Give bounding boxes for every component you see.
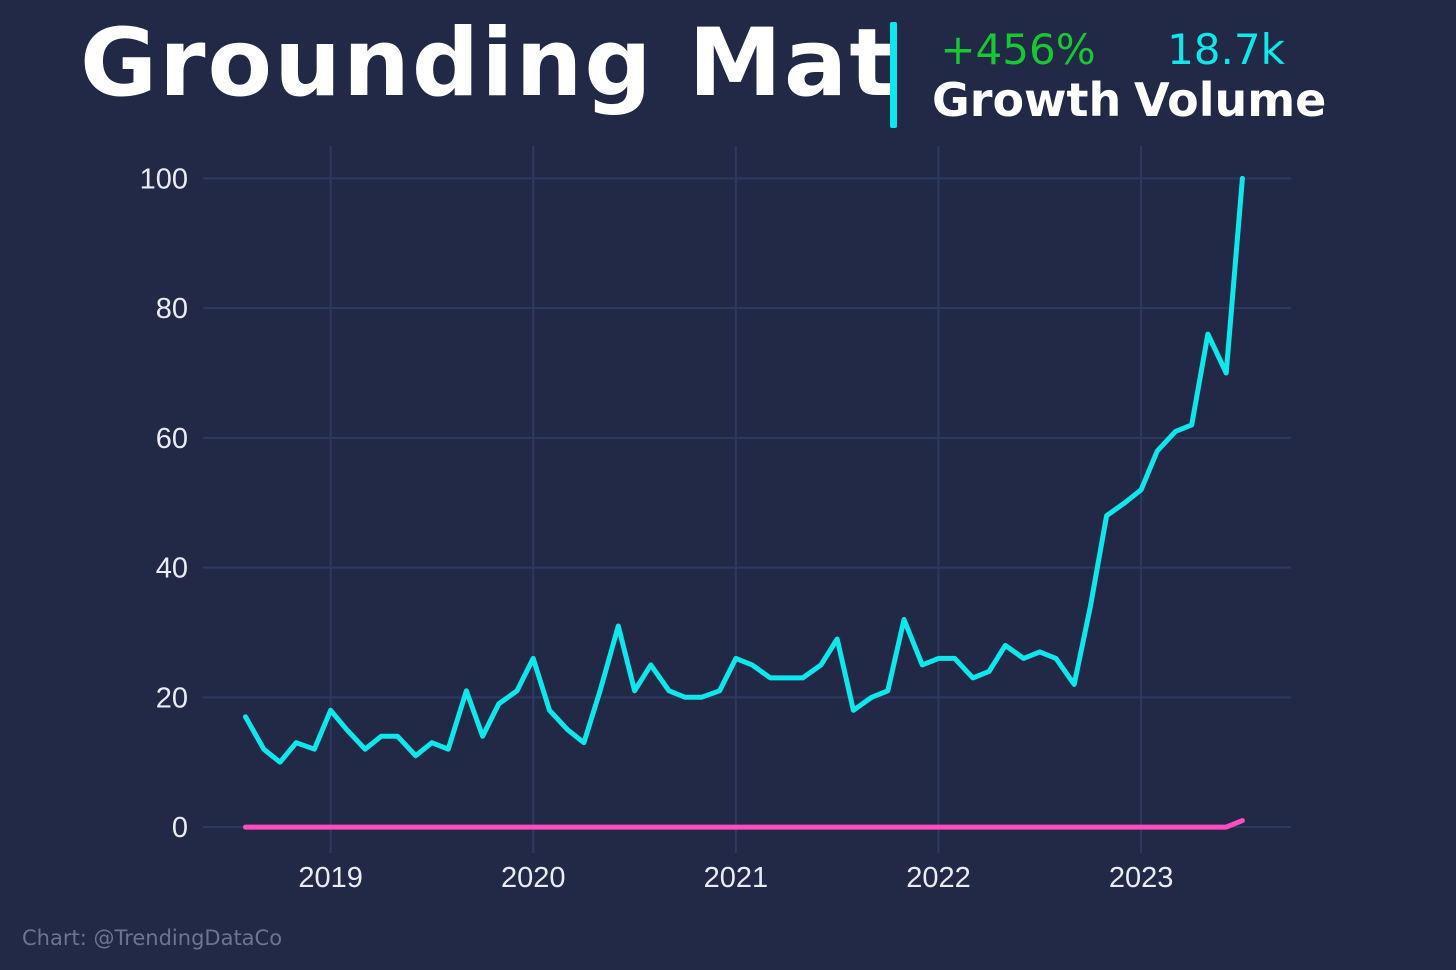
chart-credit: Chart: @TrendingDataCo [22, 926, 283, 950]
x-tick-label: 2019 [298, 862, 363, 894]
y-tick-label: 0 [172, 812, 188, 844]
x-tick-label: 2022 [906, 862, 971, 894]
y-tick-label: 60 [156, 423, 188, 455]
series-layer [243, 175, 1245, 830]
x-tick-label: 2020 [501, 862, 566, 894]
y-tick-label: 40 [156, 553, 188, 585]
y-tick-label: 80 [156, 293, 188, 325]
y-tick-label: 20 [156, 682, 188, 714]
header-divider [890, 22, 897, 128]
volume-label: Volume [1134, 73, 1327, 127]
primary-series-line [243, 175, 1245, 765]
growth-value: +456% [940, 25, 1096, 74]
growth-stat: +456% Growth [932, 25, 1122, 127]
x-tick-label: 2023 [1109, 862, 1174, 894]
chart-title: Grounding Mat [80, 9, 897, 118]
axis-labels: 0 20 40 60 80 100 2019 2020 2021 2022 2023 [140, 163, 1174, 894]
y-tick-label: 100 [140, 163, 188, 195]
volume-stat: 18.7k Volume [1134, 25, 1327, 127]
x-tick-label: 2021 [704, 862, 769, 894]
growth-label: Growth [932, 73, 1122, 127]
volume-value: 18.7k [1167, 25, 1285, 74]
secondary-series-line [243, 818, 1245, 830]
grid-layer [203, 146, 1291, 853]
